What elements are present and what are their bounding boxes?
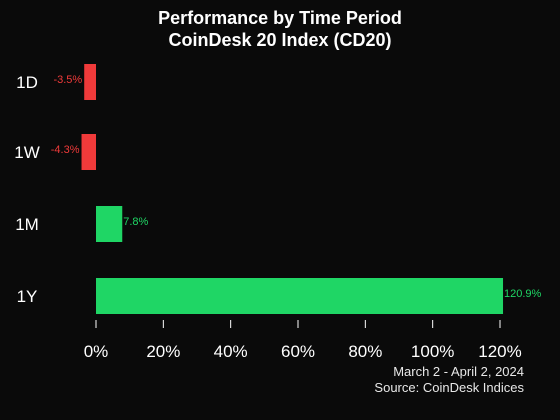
bar-1d [84,64,96,100]
category-label-1w: 1W [14,143,40,162]
bar-1y [96,278,504,314]
bar-1w [81,134,96,170]
value-label-1m: 7.8% [123,216,148,228]
value-label-1d: -3.5% [53,74,82,86]
value-label-1y: 120.9% [504,288,542,300]
source-note: Source: CoinDesk Indices [374,380,524,395]
x-tick-label-100: 100% [411,342,454,361]
x-tick-label-80: 80% [348,342,382,361]
date-range-note: March 2 - April 2, 2024 [393,364,524,379]
value-label-1w: -4.3% [51,144,80,156]
bar-1m [96,206,123,242]
x-tick-label-40: 40% [214,342,248,361]
x-tick-label-120: 120% [478,342,521,361]
x-tick-label-60: 60% [281,342,315,361]
x-tick-label-20: 20% [146,342,180,361]
category-label-1d: 1D [16,73,38,92]
chart-subtitle: CoinDesk 20 Index (CD20) [168,30,392,50]
chart-title: Performance by Time Period [158,8,402,28]
category-label-1m: 1M [15,215,39,234]
category-label-1y: 1Y [17,287,38,306]
x-tick-label-0: 0% [84,342,109,361]
